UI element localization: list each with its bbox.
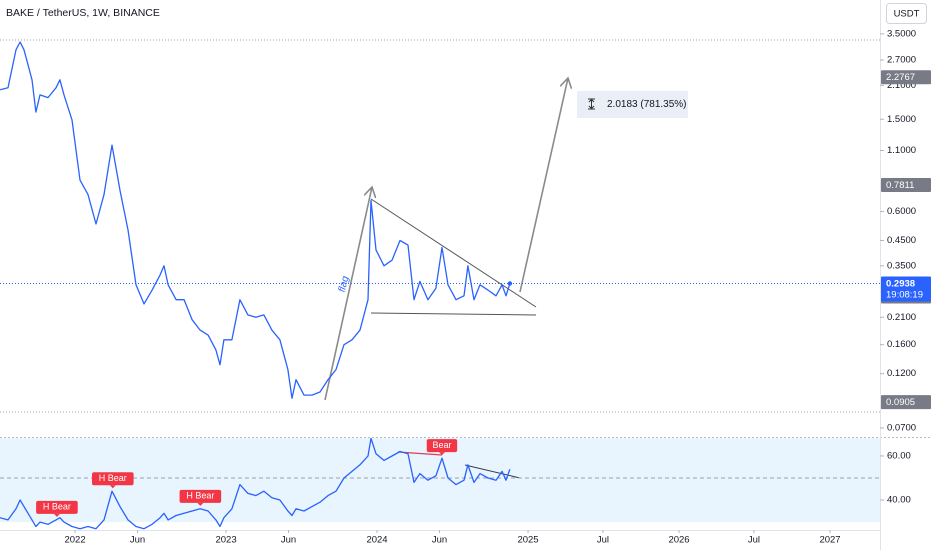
signal-label-pointer (438, 452, 445, 456)
measure-label: 2.0183 (781.35%) (607, 99, 687, 110)
signal-label: Bear (432, 440, 451, 450)
y-tick-label: 0.3500 (887, 260, 916, 271)
x-tick-label: Jun (281, 535, 296, 546)
price-level-tag (881, 395, 931, 410)
flag-pole-arrow (324, 187, 372, 401)
x-tick-label: 2027 (819, 535, 840, 546)
current-price-tag (881, 276, 931, 302)
countdown-label: 19:08:19 (886, 289, 923, 300)
chart-title: BAKE / TetherUS, 1W, BINANCE (6, 7, 160, 19)
pennant-lower-line (370, 312, 537, 316)
y-tick-label: 0.2100 (887, 312, 916, 323)
price-line (0, 41, 511, 399)
flag-annotation: flag (337, 275, 352, 294)
price-level-label: 0.7811 (886, 180, 914, 191)
y-tick-label: 0.1600 (887, 339, 916, 350)
y-tick-label: 0.6000 (887, 206, 916, 217)
x-tick-label: Jun (432, 535, 447, 546)
rsi-trend-line (464, 464, 521, 479)
currency-box[interactable] (886, 3, 927, 24)
current-price-label: 0.2938 (886, 278, 915, 289)
x-tick-label: 2024 (366, 535, 387, 546)
pane (0, 41, 511, 399)
signal-label-box (179, 489, 222, 503)
measure-box (577, 91, 688, 118)
signal-label-box (91, 472, 134, 486)
y-tick-label: 3.5000 (887, 28, 916, 39)
y-tick-label: 1.5000 (887, 114, 916, 125)
signal-label: H Bear (43, 502, 71, 512)
signal-label-box (426, 439, 458, 453)
signal-label-pointer (197, 502, 204, 506)
price-level-label: 0.0905 (886, 397, 915, 408)
x-tick-label: Jun (130, 535, 145, 546)
signal-label-box (36, 500, 78, 514)
y-tick-label: 0.0700 (887, 422, 916, 433)
x-tick-label: 2026 (668, 535, 689, 546)
x-tick-label: Jul (748, 535, 760, 546)
projection-arrow (519, 78, 568, 293)
y-tick-label: 1.1000 (887, 145, 916, 156)
price-level-label: 2.2767 (886, 72, 915, 83)
signal-label-pointer (53, 513, 60, 517)
price-level-tag (881, 177, 931, 192)
price-line (0, 438, 511, 530)
x-tick-label: 2023 (215, 535, 236, 546)
measure-icon (588, 98, 595, 110)
y-tick-label: 2.1000 (887, 80, 916, 91)
signal-label: H Bear (99, 473, 127, 483)
signal-label: H Bear (186, 491, 214, 501)
x-tick-label: Jul (597, 535, 609, 546)
x-tick-label: 2025 (517, 535, 538, 546)
signal-label-pointer (109, 485, 116, 489)
x-tick-label: 2022 (64, 535, 85, 546)
y-tick-label: 0.4500 (887, 235, 916, 246)
y-tick-label: 0.1200 (887, 368, 916, 379)
y-tick-label: 40.00 (887, 495, 911, 506)
y-tick-label: 60.00 (887, 450, 911, 461)
last-point (507, 281, 513, 286)
currency-label: USDT (894, 9, 920, 20)
y-tick-label: 2.7000 (887, 55, 916, 66)
price-level-tag (881, 70, 931, 85)
